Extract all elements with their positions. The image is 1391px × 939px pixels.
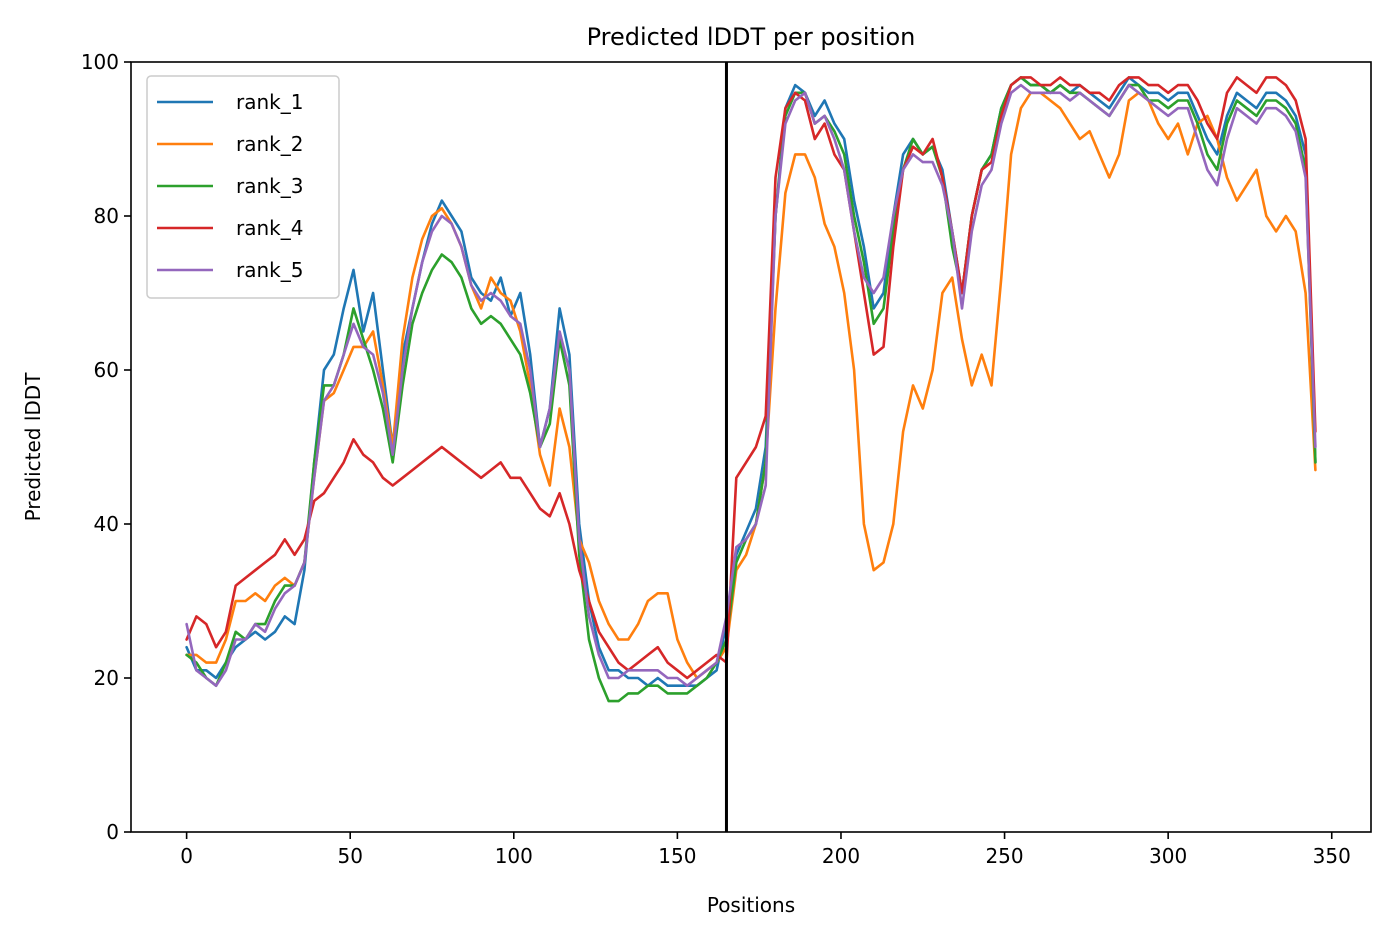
legend-box [146, 75, 340, 299]
x-tick-label: 150 [658, 844, 696, 868]
y-axis: 0 20 40 60 80 100 [81, 50, 131, 844]
y-tick-label: 40 [94, 512, 119, 536]
y-tick-label: 0 [106, 820, 119, 844]
y-tick-label: 20 [94, 666, 119, 690]
x-tick-label: 100 [495, 844, 533, 868]
x-tick-label: 300 [1149, 844, 1187, 868]
x-axis: 0 50 100 150 200 250 300 350 [180, 832, 1351, 868]
x-tick-label: 250 [985, 844, 1023, 868]
y-tick-label: 60 [94, 358, 119, 382]
y-axis-title: Predicted lDDT [21, 372, 45, 522]
series-line-rank-2 [185, 91, 1317, 680]
legend-label-rank-3: rank_3 [236, 174, 303, 198]
series-line-rank-4 [185, 76, 1317, 680]
x-tick-label: 350 [1313, 844, 1351, 868]
y-tick-label: 80 [94, 204, 119, 228]
x-tick-label: 0 [180, 844, 193, 868]
x-tick-label: 200 [822, 844, 860, 868]
series-line-rank-5 [185, 83, 1317, 688]
series-group [185, 76, 1317, 703]
y-tick-label: 100 [81, 50, 119, 74]
legend-label-rank-1: rank_1 [236, 90, 303, 114]
plot-frame [130, 61, 1372, 833]
legend-label-rank-5: rank_5 [236, 258, 303, 282]
x-tick-label: 50 [337, 844, 362, 868]
plot-area [130, 61, 1372, 833]
legend-label-rank-2: rank_2 [236, 132, 303, 156]
series-line-rank-1 [185, 76, 1317, 688]
series-line-rank-3 [185, 76, 1317, 703]
chart-title: Predicted lDDT per position [587, 23, 916, 51]
legend: rank_1 rank_2 rank_3 rank_4 rank_5 [146, 75, 340, 299]
legend-label-rank-4: rank_4 [236, 216, 303, 240]
x-axis-title: Positions [707, 893, 795, 917]
